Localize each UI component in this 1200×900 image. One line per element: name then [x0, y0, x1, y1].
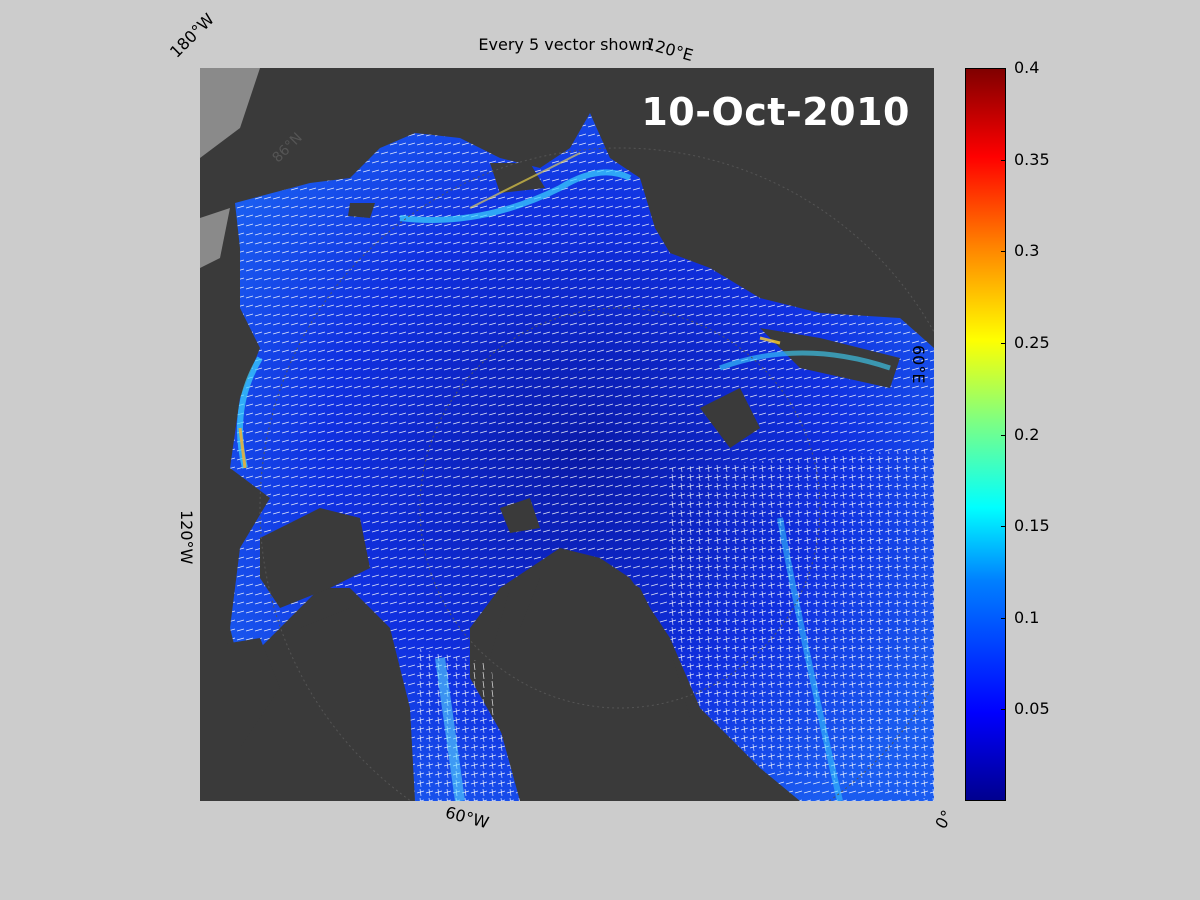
ice-shelf-area	[200, 68, 260, 158]
latitude-circle	[419, 307, 821, 709]
colorbar-tick-label: 0.15	[1014, 516, 1050, 536]
colorbar-tick-label: 0.4	[1014, 58, 1040, 77]
colorbar-tick-label: 0.2	[1014, 424, 1040, 444]
colorbar-tick-label: 0.1	[1014, 607, 1040, 627]
greenland	[490, 558, 690, 801]
colorbar-tick-mark	[1001, 709, 1006, 711]
colorbar-tick-mark	[1001, 342, 1006, 344]
date-label: 10-Oct-2010	[641, 90, 910, 134]
colorbar	[965, 68, 1006, 801]
colorbar-tick-mark	[1001, 68, 1006, 69]
colorbar-tick-label: 0.25	[1014, 332, 1050, 352]
map-panel: 10-Oct-2010	[200, 68, 934, 801]
figure-title: Every 5 vector shown	[478, 35, 652, 54]
ice-drift-map	[200, 68, 934, 801]
lon-label-120w: 120°W	[177, 510, 196, 565]
colorbar-tick-label: 0.05	[1014, 699, 1050, 719]
colorbar-tick-mark	[1001, 251, 1006, 253]
colorbar-tick-label: 0.35	[1014, 149, 1050, 169]
lon-label-60w: 60°W	[443, 802, 491, 833]
colorbar-tick-label: 0.3	[1014, 241, 1040, 261]
colorbar-tick-mark	[1001, 526, 1006, 528]
colorbar-tick-mark	[1001, 617, 1006, 619]
archipelago	[260, 508, 370, 608]
lon-label-0: 0°	[931, 806, 957, 833]
colorbar-tick-mark	[1001, 434, 1006, 436]
lon-label-60e: 60°E	[909, 345, 928, 384]
colorbar-tick-mark	[1001, 159, 1006, 161]
